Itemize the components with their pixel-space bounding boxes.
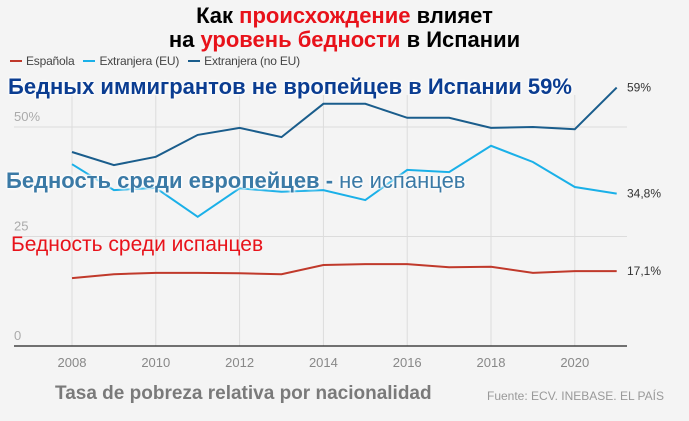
x-tick-label: 2008 [58, 355, 87, 370]
x-tick-label: 2020 [560, 355, 589, 370]
series-line [71, 86, 618, 167]
annotation-eu-regular: не испанцев [333, 168, 466, 193]
x-tick-label: 2016 [393, 355, 422, 370]
series-line [71, 144, 617, 219]
x-tick-label: 2018 [477, 355, 506, 370]
title-text: на [168, 27, 201, 52]
legend-item: Española [10, 54, 75, 68]
title-text: Как [196, 3, 240, 28]
annotation-eu-bold: Бедность среди европейцев - [6, 168, 334, 193]
annotation-eu: Бедность среди европейцев - не испанцев [6, 168, 466, 194]
legend-item: Extranjera (no EU) [188, 54, 300, 68]
x-tick-label: 2010 [141, 355, 170, 370]
chart-title: Как происхождение влияет на уровень бедн… [0, 4, 689, 52]
title-text: влияет [410, 3, 493, 28]
series-line [71, 263, 617, 280]
legend-label: Extranjera (no EU) [204, 54, 300, 68]
title-text: в Испании [400, 27, 521, 52]
title-highlight: происхождение [239, 3, 411, 28]
end-value-label: 17,1% [627, 264, 661, 278]
legend-label: Española [26, 54, 75, 68]
chart-subtitle: Tasa de pobreza relativa por nacionalida… [55, 383, 432, 404]
legend: Española Extranjera (EU) Extranjera (no EU… [10, 54, 300, 68]
x-tick-label: 2014 [309, 355, 338, 370]
source-note: Fuente: ECV. INEBASE. EL PAÍS [487, 389, 664, 403]
legend-item: Extranjera (EU) [83, 54, 179, 68]
y-tick-label: 50% [14, 109, 40, 124]
annotation-non-eu: Бедных иммигрантов не вропейцев в Испани… [8, 74, 572, 99]
title-highlight: уровень бедности [200, 27, 401, 52]
legend-swatch-icon [83, 60, 96, 62]
legend-label: Extranjera (EU) [99, 54, 180, 68]
y-tick-label: 0 [14, 328, 21, 343]
legend-swatch-icon [10, 60, 22, 62]
x-tick-label: 2012 [225, 355, 254, 370]
legend-swatch-icon [188, 60, 201, 62]
end-value-label: 59% [627, 81, 651, 95]
title-line-1: Как происхождение влияет [0, 4, 689, 28]
annotation-spanish: Бедность среди испанцев [11, 233, 264, 256]
title-line-2: на уровень бедности в Испании [0, 28, 689, 52]
y-tick-label: 25 [14, 219, 28, 234]
end-value-label: 34,8% [627, 187, 661, 201]
